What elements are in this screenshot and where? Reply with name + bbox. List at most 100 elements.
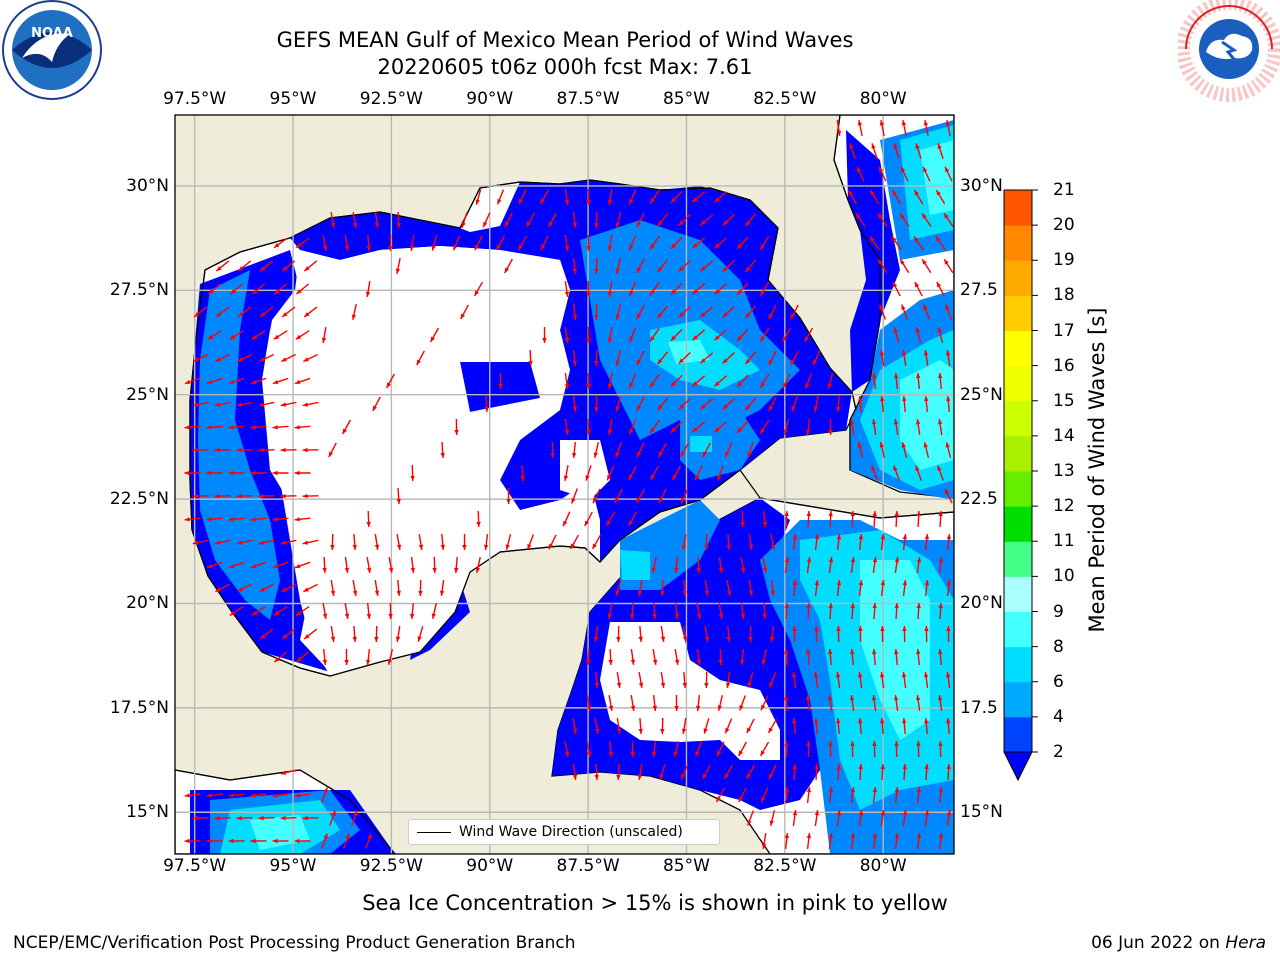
wave-direction-arrow bbox=[938, 786, 944, 804]
wave-direction-arrow bbox=[352, 533, 357, 551]
wave-direction-arrow bbox=[921, 212, 932, 228]
wave-direction-arrow bbox=[518, 189, 527, 205]
wave-direction-arrow bbox=[236, 401, 253, 407]
wave-direction-arrow bbox=[564, 326, 570, 344]
wave-direction-arrow bbox=[294, 838, 311, 844]
wave-direction-arrow bbox=[792, 579, 798, 597]
wave-direction-arrow bbox=[828, 418, 833, 436]
wave-direction-arrow bbox=[879, 349, 885, 367]
wave-direction-arrow bbox=[352, 579, 358, 597]
wave-direction-arrow bbox=[938, 510, 943, 528]
wave-direction-arrow bbox=[902, 533, 908, 551]
wave-direction-arrow bbox=[280, 539, 297, 545]
wave-direction-arrow bbox=[792, 533, 798, 551]
wave-direction-arrow bbox=[814, 625, 819, 643]
wave-direction-arrow bbox=[638, 625, 643, 643]
lat-tick-label-right: 15°N bbox=[960, 802, 1003, 823]
wave-direction-arrow bbox=[738, 787, 747, 803]
wave-direction-arrow bbox=[572, 395, 578, 413]
wave-direction-arrow bbox=[828, 510, 833, 528]
wave-direction-arrow bbox=[236, 493, 253, 499]
wave-direction-arrow bbox=[673, 741, 680, 757]
wave-direction-arrow bbox=[214, 539, 231, 545]
wave-direction-arrow bbox=[184, 425, 201, 430]
wave-direction-arrow bbox=[322, 648, 328, 666]
wave-direction-arrow bbox=[184, 517, 201, 522]
wave-direction-arrow bbox=[770, 533, 776, 551]
wave-direction-arrow bbox=[591, 534, 602, 550]
wave-direction-arrow bbox=[869, 189, 880, 205]
wave-direction-arrow bbox=[915, 418, 921, 436]
wave-direction-arrow bbox=[806, 556, 812, 574]
wave-direction-arrow bbox=[273, 605, 288, 617]
wave-direction-arrow bbox=[806, 510, 811, 528]
wave-direction-arrow bbox=[804, 373, 813, 389]
colorbar-tick-label: 9 bbox=[1053, 601, 1064, 622]
wave-direction-arrow bbox=[696, 694, 701, 712]
colorbar-tick-label: 6 bbox=[1053, 671, 1064, 692]
colorbar-segment bbox=[1004, 681, 1032, 718]
lon-tick-label-bot: 80°W bbox=[859, 856, 907, 876]
wave-direction-arrow bbox=[564, 418, 570, 436]
noaa-logo: NOAA bbox=[0, 0, 104, 104]
wave-direction-arrow bbox=[813, 671, 819, 689]
colorbar-tick-label: 10 bbox=[1053, 566, 1075, 587]
colorbar-tick-label: 18 bbox=[1053, 285, 1075, 306]
wave-direction-arrow bbox=[607, 603, 613, 619]
wave-direction-arrow bbox=[872, 648, 877, 666]
wave-direction-arrow bbox=[726, 533, 731, 551]
wave-direction-arrow bbox=[792, 763, 797, 781]
wave-direction-arrow bbox=[272, 561, 289, 569]
wave-direction-arrow bbox=[616, 717, 622, 735]
wave-direction-arrow bbox=[761, 649, 767, 665]
wave-direction-arrow bbox=[344, 602, 350, 620]
wave-direction-arrow bbox=[649, 190, 660, 204]
wave-direction-arrow bbox=[691, 237, 706, 249]
wave-direction-arrow bbox=[504, 212, 513, 228]
wave-direction-arrow bbox=[214, 493, 231, 499]
wave-direction-arrow bbox=[855, 212, 866, 228]
lon-tick-label-top: 87.5°W bbox=[556, 89, 620, 109]
wave-direction-arrow bbox=[858, 809, 864, 827]
lat-tick-label-left: 22.5°N bbox=[109, 489, 169, 510]
wave-direction-arrow bbox=[418, 533, 424, 551]
wave-direction-arrow bbox=[902, 395, 907, 413]
wave-direction-arrow bbox=[388, 556, 394, 574]
wave-direction-arrow bbox=[410, 556, 416, 574]
wave-direction-arrow bbox=[184, 838, 201, 844]
wave-direction-arrow bbox=[783, 694, 789, 712]
wave-direction-arrow bbox=[724, 718, 733, 734]
wave-direction-arrow bbox=[250, 561, 267, 569]
colorbar-segment bbox=[1004, 541, 1032, 577]
wave-direction-arrow bbox=[526, 534, 535, 550]
wave-direction-arrow bbox=[280, 815, 297, 821]
wave-direction-arrow bbox=[630, 602, 635, 620]
wave-direction-arrow bbox=[759, 281, 770, 297]
wave-direction-arrow bbox=[658, 488, 667, 504]
wave-direction-arrow bbox=[806, 648, 811, 666]
wave-direction-arrow bbox=[762, 556, 768, 574]
wave-direction-arrow bbox=[259, 306, 274, 318]
colorbar-tick-label: 19 bbox=[1053, 250, 1075, 271]
wave-direction-arrow bbox=[784, 786, 790, 804]
wave-direction-arrow bbox=[847, 189, 858, 205]
wave-direction-arrow bbox=[228, 561, 245, 569]
wave-direction-arrow bbox=[894, 602, 899, 620]
wave-direction-arrow bbox=[828, 602, 833, 620]
wave-direction-arrow bbox=[528, 349, 533, 367]
wave-direction-arrow bbox=[836, 533, 842, 551]
wave-direction-arrow bbox=[691, 191, 706, 203]
colorbar-segment bbox=[1004, 716, 1032, 753]
wave-direction-arrow bbox=[828, 556, 834, 574]
wave-direction-arrow bbox=[229, 605, 244, 617]
wave-direction-arrow bbox=[872, 556, 878, 574]
wave-direction-arrow bbox=[656, 213, 669, 227]
lon-tick-label-top: 80°W bbox=[859, 89, 907, 109]
wave-direction-arrow bbox=[736, 282, 749, 296]
wave-direction-arrow bbox=[878, 166, 887, 182]
wave-direction-arrow bbox=[946, 809, 952, 827]
producer-credit: NCEP/EMC/Verification Post Processing Pr… bbox=[13, 933, 576, 953]
wave-direction-arrow bbox=[636, 396, 645, 412]
lon-tick-label-bot: 87.5°W bbox=[556, 856, 620, 876]
wave-direction-arrow bbox=[784, 556, 790, 574]
